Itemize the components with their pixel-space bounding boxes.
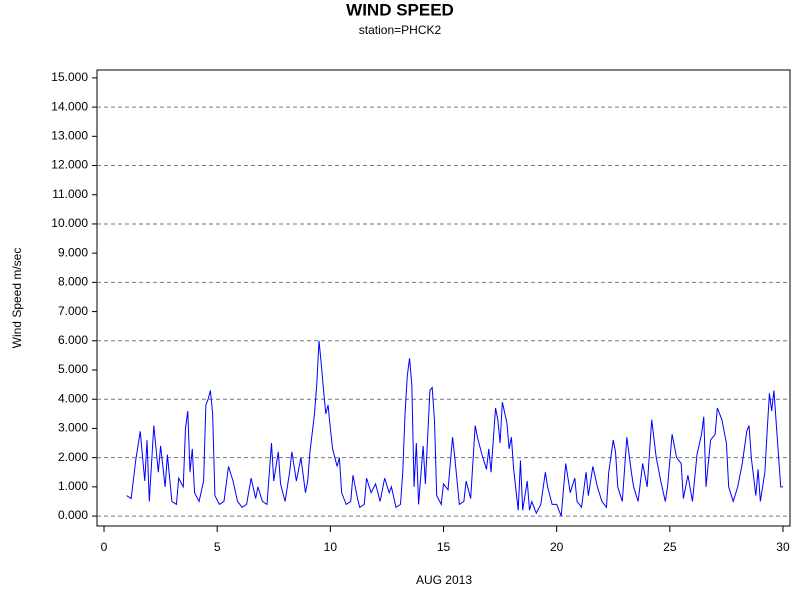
y-tick-label: 0.000 [58,508,88,522]
y-tick-label: 2.000 [58,450,88,464]
y-tick-label: 15.000 [51,70,88,84]
y-tick-label: 7.000 [58,304,88,318]
chart-title: WIND SPEED [346,0,454,19]
x-tick-label: 25 [663,540,677,554]
y-tick-label: 10.000 [51,216,88,230]
x-tick-label: 20 [550,540,564,554]
data-line [126,340,783,517]
y-tick-label: 5.000 [58,362,88,376]
y-tick-label: 13.000 [51,128,88,142]
x-tick-label: 30 [776,540,790,554]
y-tick-label: 6.000 [58,333,88,347]
x-tick-label: 10 [324,540,338,554]
y-tick-label: 14.000 [51,99,88,113]
x-tick-label: 0 [101,540,108,554]
x-tick-label: 5 [214,540,221,554]
y-tick-label: 8.000 [58,275,88,289]
y-axis-label: Wind Speed m/sec [10,248,24,349]
y-tick-label: 12.000 [51,158,88,172]
y-tick-label: 9.000 [58,245,88,259]
y-tick-label: 11.000 [52,187,88,201]
x-tick-label: 15 [437,540,451,554]
y-tick-label: 4.000 [58,391,88,405]
y-tick-label: 1.000 [58,479,88,493]
x-axis-label: AUG 2013 [416,573,472,587]
chart-subtitle: station=PHCK2 [359,23,442,37]
y-tick-label: 3.000 [58,421,88,435]
